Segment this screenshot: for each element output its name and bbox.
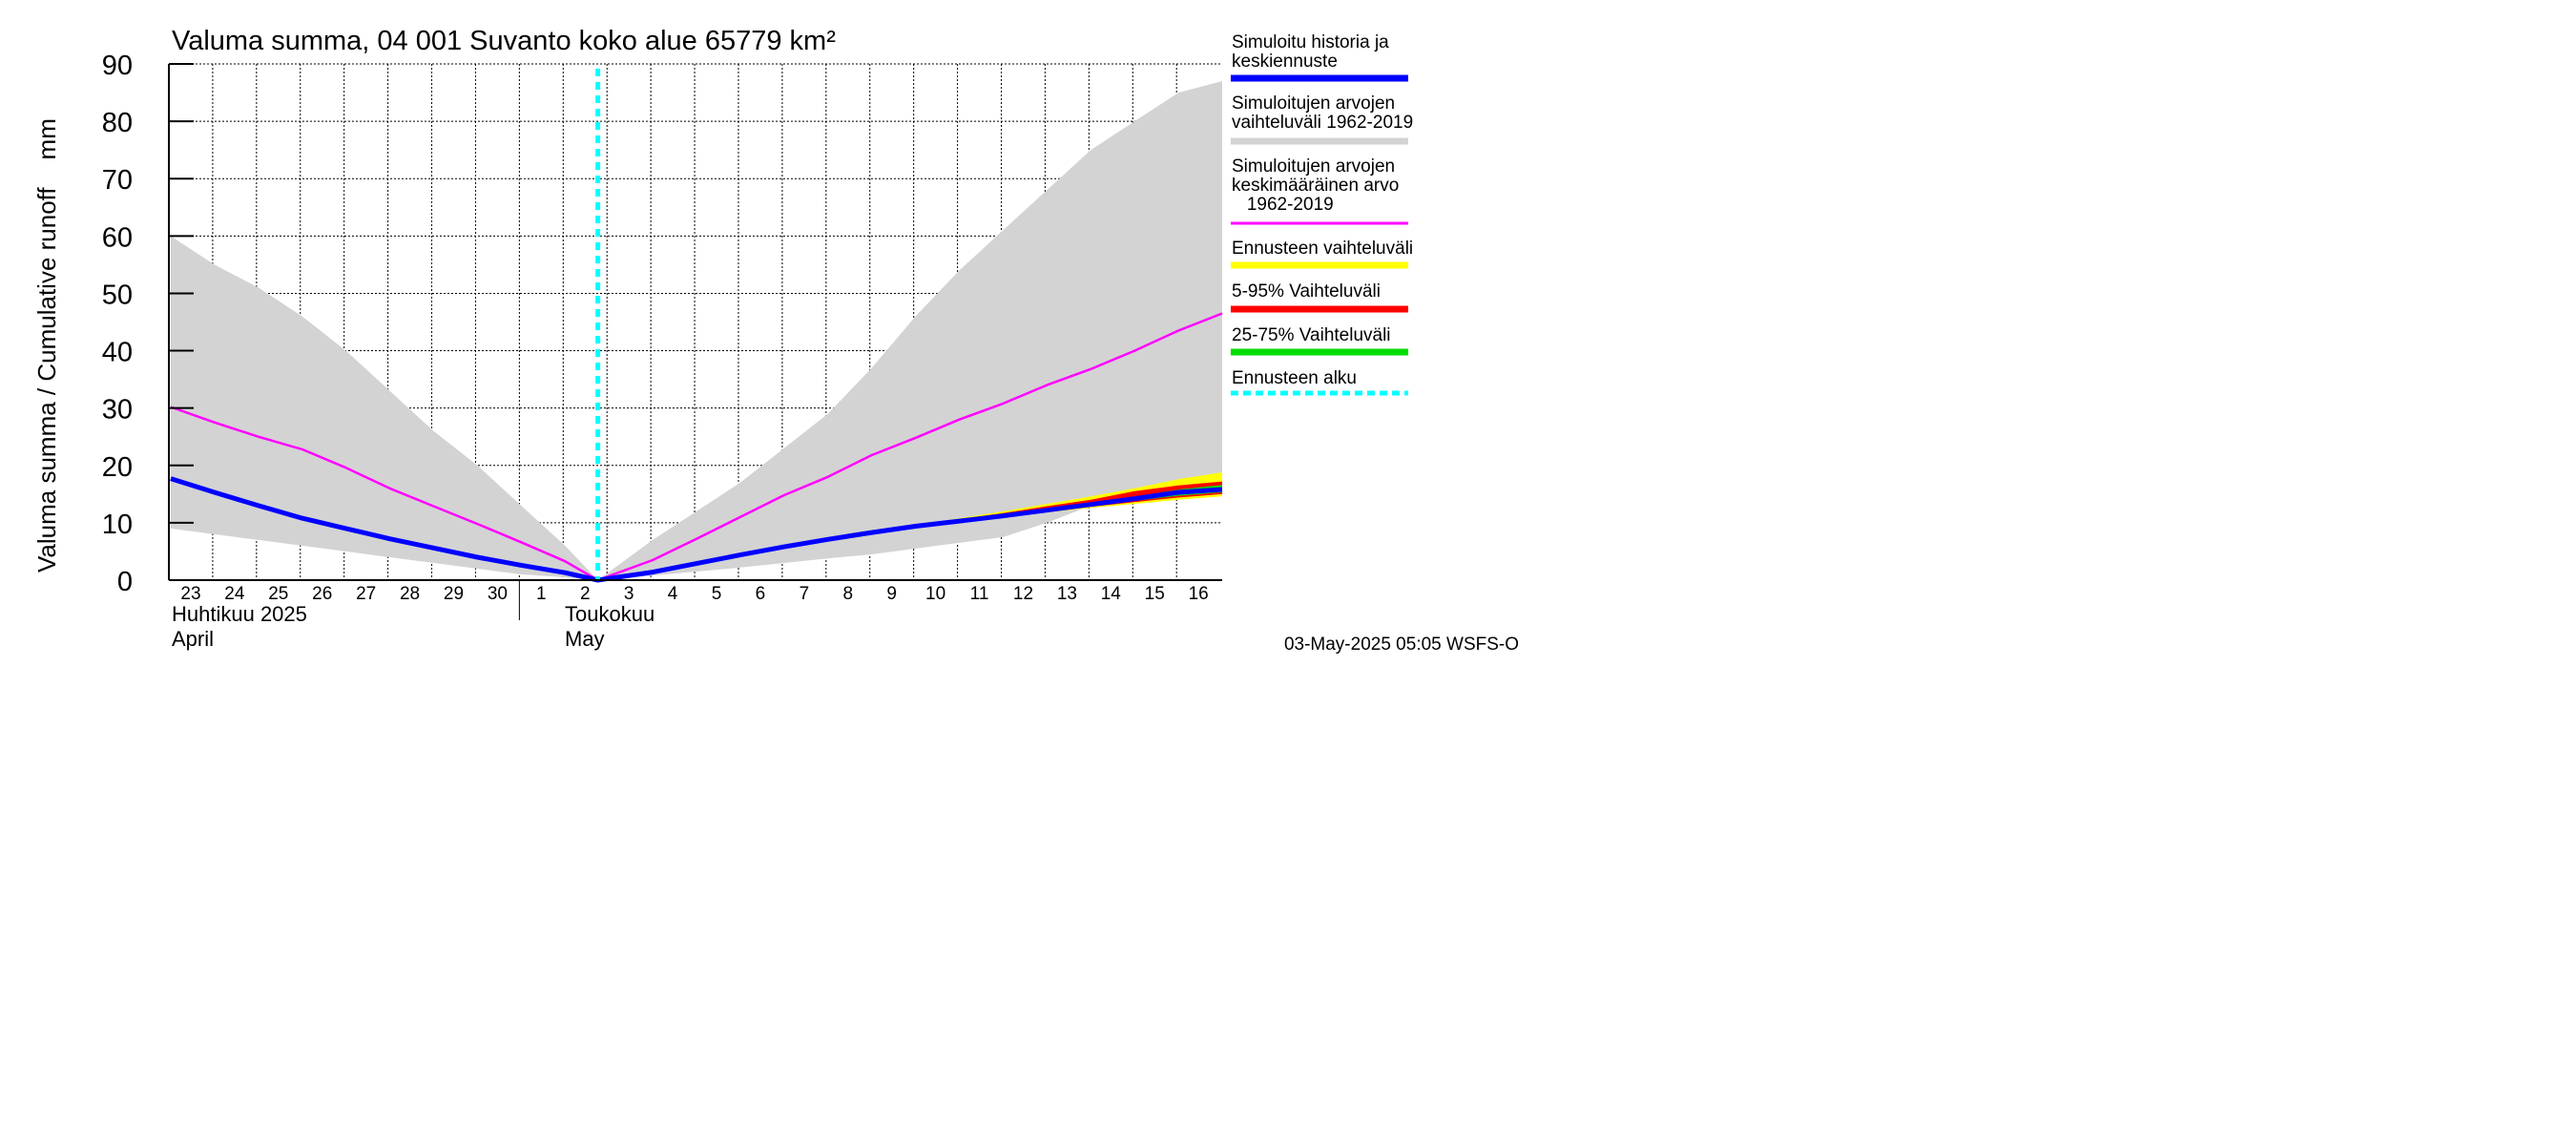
x-tick-label: 2 [580, 584, 591, 604]
x-tick-label: 24 [224, 584, 245, 604]
y-tick-label: 70 [102, 165, 133, 196]
y-tick-label: 60 [102, 222, 133, 253]
historical-range-band [170, 81, 1222, 580]
y-tick-label: 0 [117, 567, 133, 597]
cumulative-runoff-chart: Valuma summa, 04 001 Suvanto koko alue 6… [32, 26, 1519, 655]
chart-title: Valuma summa, 04 001 Suvanto koko alue 6… [172, 26, 836, 56]
x-tick-label: 27 [356, 584, 376, 604]
series-lines [170, 69, 1223, 583]
x-tick-label: 28 [400, 584, 420, 604]
x-tick-label: 25 [268, 584, 288, 604]
y-axis-label: Valuma summa / Cumulative runoff mm [32, 118, 61, 572]
legend-label: 1962-2019 [1232, 195, 1334, 215]
x-tick-label: 6 [756, 584, 766, 604]
legend-label: Simuloitujen arvojen [1232, 156, 1395, 177]
month-label-en: May [565, 627, 605, 651]
x-tick-label: 13 [1057, 584, 1077, 604]
y-tick-label: 10 [102, 510, 133, 540]
legend-label: Simuloitujen arvojen [1232, 94, 1395, 114]
legend-label: Ennusteen vaihteluväli [1232, 239, 1413, 259]
y-tick-label: 20 [102, 452, 133, 483]
y-tick-label: 80 [102, 108, 133, 138]
x-tick-label: 30 [488, 584, 508, 604]
y-tick-label: 50 [102, 280, 133, 310]
footer-timestamp: 03-May-2025 05:05 WSFS-O [1284, 635, 1519, 655]
y-tick-label: 30 [102, 395, 133, 426]
legend-label: 5-95% Vaihteluväli [1232, 281, 1381, 302]
legend-label: Ennusteen alku [1232, 368, 1357, 388]
x-tick-label: 5 [712, 584, 722, 604]
simulated-history-line [170, 476, 1223, 583]
x-tick-label: 16 [1189, 584, 1209, 604]
x-tick-label: 23 [180, 584, 200, 604]
x-tick-label: 7 [800, 584, 810, 604]
month-label-fi: Huhtikuu 2025 [172, 602, 307, 626]
x-tick-label: 9 [886, 584, 897, 604]
x-tick-label: 11 [970, 584, 989, 604]
variation-bands [170, 81, 1222, 580]
x-tick-label: 15 [1145, 584, 1165, 604]
x-tick-label: 4 [668, 584, 678, 604]
x-tick-label: 12 [1013, 584, 1033, 604]
x-tick-label: 1 [536, 584, 547, 604]
x-tick-label: 14 [1101, 584, 1122, 604]
x-tick-label: 10 [925, 584, 945, 604]
legend-label: Simuloitu historia ja [1232, 32, 1389, 52]
x-tick-label: 3 [624, 584, 634, 604]
mean-1962-2019-line [170, 312, 1223, 582]
x-tick-label: 29 [444, 584, 464, 604]
legend-label: keskiennuste [1232, 52, 1338, 72]
month-label-en: April [172, 627, 214, 651]
x-tick-label: 26 [312, 584, 332, 604]
legend-label: vaihteluväli 1962-2019 [1232, 113, 1413, 133]
legend-label: keskimääräinen arvo [1232, 176, 1399, 196]
y-tick-label: 90 [102, 51, 133, 81]
x-tick-label: 8 [842, 584, 853, 604]
y-tick-label: 40 [102, 338, 133, 368]
month-label-fi: Toukokuu [565, 602, 654, 626]
legend-label: 25-75% Vaihteluväli [1232, 325, 1391, 345]
